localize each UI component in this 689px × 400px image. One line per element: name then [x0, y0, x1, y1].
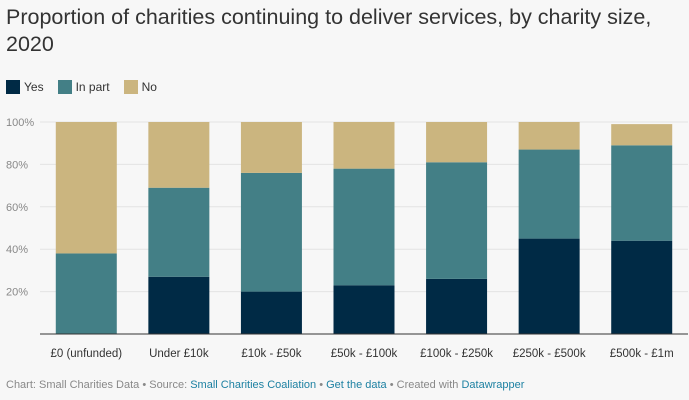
- bar-segment: [240, 291, 302, 334]
- legend-swatch-in-part: [57, 80, 72, 94]
- bar-segment: [333, 122, 395, 169]
- y-tick-label: 100%: [6, 117, 34, 129]
- legend-item-no: No: [123, 80, 157, 94]
- bar-segment: [148, 187, 210, 277]
- x-tick-label: £0 (unfunded): [50, 348, 122, 360]
- legend-item-in-part: In part: [57, 80, 110, 94]
- chart-title: Proportion of charities continuing to de…: [6, 5, 652, 56]
- footer-created-with: • Created with: [386, 379, 462, 391]
- bar-segment: [426, 122, 488, 163]
- y-tick-label: 60%: [6, 202, 28, 214]
- bar-segment: [611, 124, 673, 146]
- y-tick-label: 20%: [6, 287, 28, 299]
- bar-segment: [148, 276, 210, 334]
- x-tick-label: £250k - £500k: [513, 348, 586, 360]
- footer-separator: •: [316, 379, 327, 391]
- bar-segment: [55, 253, 117, 334]
- datawrapper-link[interactable]: Datawrapper: [461, 379, 525, 391]
- bar-segment: [426, 278, 488, 334]
- legend-label-no: No: [141, 80, 157, 94]
- bar-segment: [333, 285, 395, 334]
- bar-segment: [518, 122, 580, 150]
- bar-segment: [240, 172, 302, 292]
- bar-segment: [55, 122, 117, 254]
- bar-segment: [611, 240, 673, 334]
- source-link[interactable]: Small Charities Coaliation: [190, 379, 317, 391]
- get-data-link[interactable]: Get the data: [326, 379, 387, 391]
- footer: Chart: Small Charities Data • Source: Sm…: [6, 379, 524, 391]
- x-tick-label: £100k - £250k: [420, 348, 493, 360]
- legend-item-yes: Yes: [6, 80, 44, 94]
- y-tick-label: 40%: [6, 244, 28, 256]
- y-tick-label: 80%: [6, 159, 28, 171]
- bar-segment: [426, 162, 488, 279]
- bar-segment: [240, 122, 302, 173]
- legend-swatch-no: [123, 80, 138, 94]
- bar-segment: [611, 145, 673, 241]
- legend-swatch-yes: [6, 80, 20, 94]
- bar-segment: [518, 238, 580, 334]
- legend: Yes In part No: [6, 80, 157, 94]
- legend-label-yes: Yes: [24, 80, 44, 94]
- legend-label-in-part: In part: [75, 80, 110, 94]
- footer-credit: Chart: Small Charities Data • Source:: [6, 379, 191, 391]
- x-tick-label: £50k - £100k: [331, 348, 398, 360]
- x-tick-label: £500k - £1m: [610, 348, 674, 360]
- bar-segment: [518, 149, 580, 239]
- bar-segment: [148, 122, 210, 188]
- bar-segment: [333, 168, 395, 286]
- x-tick-label: Under £10k: [149, 348, 209, 360]
- x-tick-label: £10k - £50k: [241, 348, 301, 360]
